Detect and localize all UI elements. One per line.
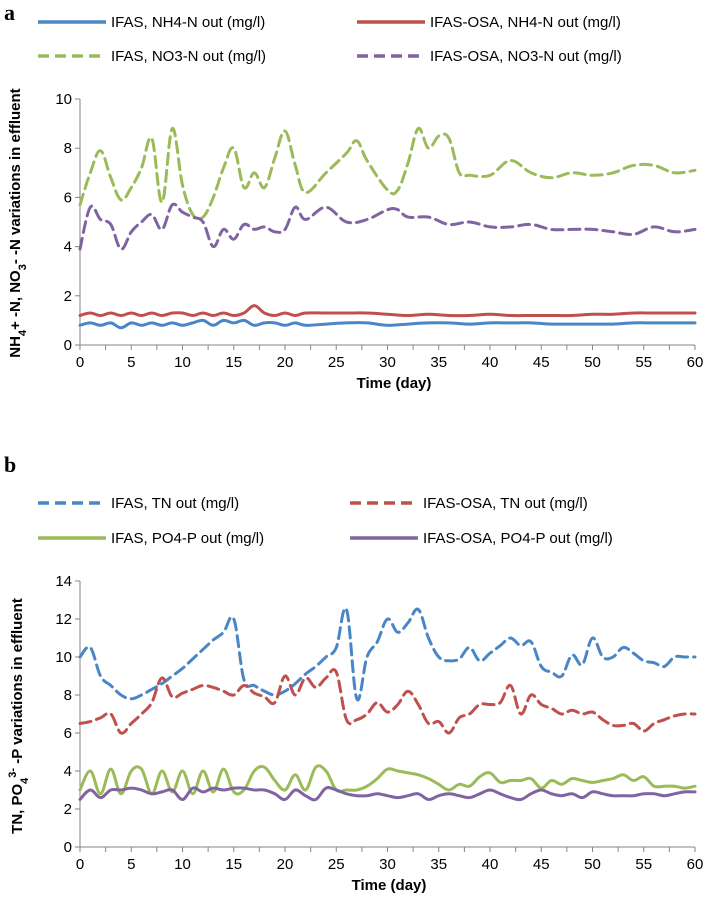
- x-tick-label: 10: [174, 354, 191, 371]
- y-tick-label: 6: [64, 725, 72, 742]
- x-tick-label: 40: [482, 856, 499, 873]
- y-tick-label: 8: [64, 687, 72, 704]
- legend-entry: IFAS-OSA, NO3-N out (mg/l): [357, 48, 622, 65]
- legend-label: IFAS-OSA, PO4-P out (mg/l): [423, 530, 613, 547]
- plot-area-b: 0 2 4 6 8 10 12 14 0 5 10 15 20 25 30 35 40 45 50 55 60: [55, 573, 703, 873]
- x-tick-label: 60: [687, 856, 704, 873]
- y-tick-label: 0: [64, 337, 72, 354]
- legend-entry: IFAS-OSA, NH4-N out (mg/l): [357, 14, 621, 31]
- y-axis-title-part: - -N variations in effluent: [7, 88, 24, 264]
- y-axis-title-part: TN, PO: [9, 784, 26, 834]
- x-tick-label: 50: [584, 354, 601, 371]
- legend-b: IFAS, TN out (mg/l) IFAS-OSA, TN out (mg…: [38, 495, 613, 547]
- x-tick-label: 0: [76, 354, 84, 371]
- x-tick-label: 30: [379, 354, 396, 371]
- x-tick-label: 15: [225, 354, 242, 371]
- y-tick-label: 6: [64, 189, 72, 206]
- y-axis-title-subscript: 4: [19, 777, 31, 784]
- x-tick-label: 20: [277, 354, 294, 371]
- legend-entry: IFAS, PO4-P out (mg/l): [38, 530, 264, 547]
- x-tick-label: 55: [635, 354, 652, 371]
- series-line-2: [78, 304, 697, 318]
- series-line-2: [78, 668, 697, 735]
- x-tick-label: 10: [174, 856, 191, 873]
- y-tick-label: 2: [64, 288, 72, 305]
- y-tick-label: 10: [55, 649, 72, 666]
- series-line-3: [78, 126, 697, 221]
- y-axis-title-part: NH: [7, 336, 24, 358]
- x-tick-label: 35: [430, 354, 447, 371]
- legend-a: IFAS, NH4-N out (mg/l) IFAS-OSA, NH4-N o…: [38, 14, 622, 65]
- plot-area-a: 0 2 4 6 8 10 0 5 10 15 20 25 30 35 40 45 50 55 60: [55, 91, 703, 371]
- panel-letter-a: a: [4, 0, 15, 25]
- y-tick-label: 4: [64, 763, 72, 780]
- x-tick-label: 30: [379, 856, 396, 873]
- legend-label: IFAS-OSA, NO3-N out (mg/l): [430, 48, 622, 65]
- x-tick-label: 25: [328, 856, 345, 873]
- x-axis-title-b: Time (day): [352, 877, 427, 894]
- x-tick-label: 15: [225, 856, 242, 873]
- y-axis-title-a: NH4+ -N, NO3- -N variations in effluent: [7, 88, 29, 357]
- chart-panel-b: b IFAS, TN out (mg/l) IFAS-OSA, TN out (…: [4, 452, 703, 894]
- x-tick-label: 0: [76, 856, 84, 873]
- series-line-1: [78, 606, 697, 702]
- x-tick-label: 5: [127, 856, 135, 873]
- x-tick-label: 45: [533, 856, 550, 873]
- x-tick-label: 55: [635, 856, 652, 873]
- legend-entry: IFAS-OSA, PO4-P out (mg/l): [350, 530, 613, 547]
- series-line-1: [78, 318, 697, 330]
- legend-entry: IFAS, TN out (mg/l): [38, 495, 239, 512]
- x-tick-label: 45: [533, 354, 550, 371]
- legend-label: IFAS-OSA, TN out (mg/l): [423, 495, 588, 512]
- x-axis-title-a: Time (day): [357, 375, 432, 392]
- series-line-3: [78, 764, 697, 796]
- x-tick-label: 20: [277, 856, 294, 873]
- y-axis-title-part: + -N, NO: [7, 270, 24, 330]
- legend-entry: IFAS-OSA, TN out (mg/l): [350, 495, 588, 512]
- x-tick-label: 50: [584, 856, 601, 873]
- legend-label: IFAS-OSA, NH4-N out (mg/l): [430, 14, 621, 31]
- x-tick-label: 35: [430, 856, 447, 873]
- y-tick-label: 8: [64, 140, 72, 157]
- x-tick-label: 60: [687, 354, 704, 371]
- legend-label: IFAS, NO3-N out (mg/l): [111, 48, 266, 65]
- legend-entry: IFAS, NO3-N out (mg/l): [38, 48, 266, 65]
- y-tick-label: 2: [64, 801, 72, 818]
- x-tick-label: 40: [482, 354, 499, 371]
- x-tick-label: 25: [328, 354, 345, 371]
- x-tick-label: 5: [127, 354, 135, 371]
- y-tick-label: 4: [64, 239, 72, 256]
- series-line-4: [78, 786, 697, 802]
- panel-letter-b: b: [4, 452, 16, 477]
- legend-entry: IFAS, NH4-N out (mg/l): [38, 14, 265, 31]
- y-tick-label: 12: [55, 611, 72, 628]
- y-tick-label: 10: [55, 91, 72, 108]
- series-line-4: [78, 202, 697, 251]
- legend-label: IFAS, NH4-N out (mg/l): [111, 14, 265, 31]
- chart-panel-a: a IFAS, NH4-N out (mg/l) IFAS-OSA, NH4-N…: [4, 0, 703, 392]
- y-axis-title-subscript: 4: [17, 329, 29, 336]
- legend-label: IFAS, PO4-P out (mg/l): [111, 530, 264, 547]
- y-axis-title-subscript: 3: [17, 264, 29, 270]
- y-tick-label: 0: [64, 839, 72, 856]
- y-axis-title-superscript: 3-: [7, 768, 19, 778]
- y-axis-title-part: -P variations in effluent: [9, 598, 26, 768]
- y-tick-label: 14: [55, 573, 72, 590]
- legend-label: IFAS, TN out (mg/l): [111, 495, 239, 512]
- y-axis-title-b: TN, PO43- -P variations in effluent: [7, 598, 31, 834]
